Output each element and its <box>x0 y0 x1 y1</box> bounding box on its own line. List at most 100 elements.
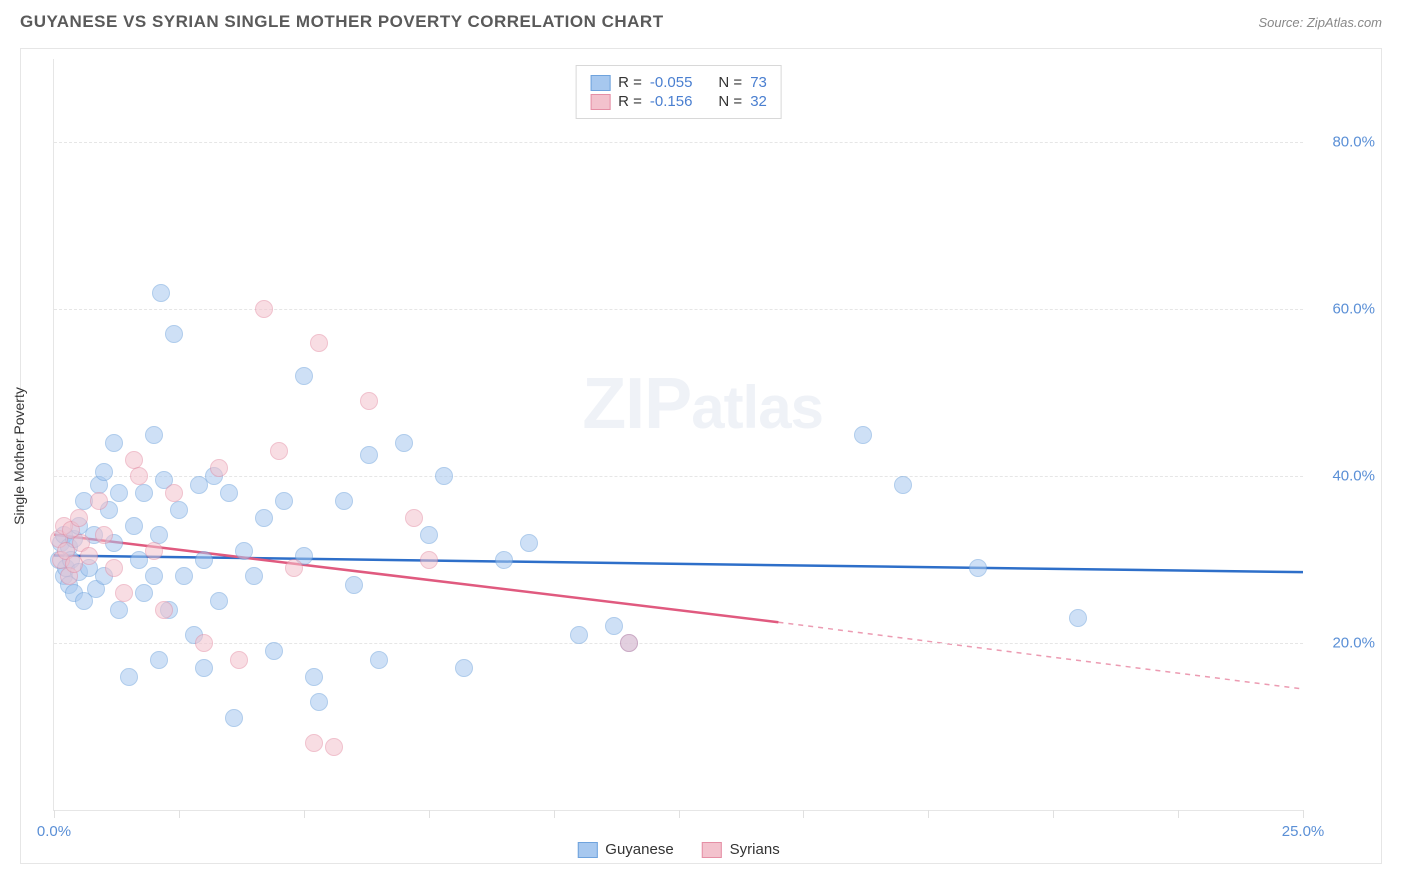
data-point <box>145 567 163 585</box>
x-tick <box>803 810 804 818</box>
data-point <box>520 534 538 552</box>
data-point <box>165 484 183 502</box>
data-point <box>210 592 228 610</box>
legend-r-label: R = <box>618 74 642 91</box>
data-point <box>195 659 213 677</box>
data-point <box>230 651 248 669</box>
data-point <box>265 642 283 660</box>
y-tick-label: 20.0% <box>1311 635 1375 652</box>
data-point <box>110 601 128 619</box>
legend-label: Guyanese <box>605 841 673 858</box>
data-point <box>80 547 98 565</box>
data-point <box>420 551 438 569</box>
data-point <box>969 559 987 577</box>
x-tick <box>554 810 555 818</box>
data-point <box>105 434 123 452</box>
data-point <box>275 492 293 510</box>
correlation-legend: R = -0.055N = 73R = -0.156N = 32 <box>575 65 782 119</box>
data-point <box>110 484 128 502</box>
data-point <box>405 509 423 527</box>
data-point <box>420 526 438 544</box>
legend-swatch <box>590 75 610 91</box>
data-point <box>310 693 328 711</box>
x-tick <box>179 810 180 818</box>
x-tick-label: 25.0% <box>1282 823 1325 840</box>
data-point <box>435 467 453 485</box>
y-tick-label: 40.0% <box>1311 468 1375 485</box>
data-point <box>495 551 513 569</box>
data-point <box>145 426 163 444</box>
data-point <box>150 526 168 544</box>
data-point <box>270 442 288 460</box>
gridline <box>54 476 1303 477</box>
legend-n-label: N = <box>718 93 742 110</box>
x-tick <box>928 810 929 818</box>
y-tick-label: 80.0% <box>1311 134 1375 151</box>
data-point <box>155 601 173 619</box>
watermark: ZIPatlas <box>582 363 823 445</box>
data-point <box>325 738 343 756</box>
data-point <box>360 392 378 410</box>
data-point <box>285 559 303 577</box>
chart-source: Source: ZipAtlas.com <box>1258 15 1382 30</box>
data-point <box>195 551 213 569</box>
data-point <box>165 325 183 343</box>
chart-title: GUYANESE VS SYRIAN SINGLE MOTHER POVERTY… <box>20 12 664 32</box>
plot-area: ZIPatlas R = -0.055N = 73R = -0.156N = 3… <box>53 59 1303 811</box>
data-point <box>255 300 273 318</box>
data-point <box>220 484 238 502</box>
data-point <box>225 709 243 727</box>
data-point <box>95 463 113 481</box>
data-point <box>130 467 148 485</box>
x-tick <box>679 810 680 818</box>
gridline <box>54 309 1303 310</box>
legend-swatch <box>590 94 610 110</box>
gridline <box>54 643 1303 644</box>
data-point <box>335 492 353 510</box>
legend-swatch <box>577 842 597 858</box>
data-point <box>345 576 363 594</box>
gridline <box>54 142 1303 143</box>
x-tick <box>54 810 55 818</box>
data-point <box>115 584 133 602</box>
data-point <box>90 492 108 510</box>
chart-header: GUYANESE VS SYRIAN SINGLE MOTHER POVERTY… <box>0 0 1406 40</box>
legend-r-value: -0.156 <box>650 93 693 110</box>
data-point <box>894 476 912 494</box>
legend-n-value: 73 <box>750 74 767 91</box>
data-point <box>235 542 253 560</box>
x-tick-label: 0.0% <box>37 823 71 840</box>
data-point <box>125 451 143 469</box>
data-point <box>305 734 323 752</box>
series-legend: Guyanese Syrians <box>577 841 779 858</box>
x-tick <box>304 810 305 818</box>
data-point <box>395 434 413 452</box>
data-point <box>305 668 323 686</box>
data-point <box>175 567 193 585</box>
data-point <box>854 426 872 444</box>
legend-item: Syrians <box>702 841 780 858</box>
legend-n-value: 32 <box>750 93 767 110</box>
data-point <box>295 367 313 385</box>
trend-lines-layer <box>54 59 1303 810</box>
data-point <box>135 584 153 602</box>
x-tick <box>1178 810 1179 818</box>
y-tick-label: 60.0% <box>1311 301 1375 318</box>
data-point <box>455 659 473 677</box>
data-point <box>145 542 163 560</box>
x-tick <box>1303 810 1304 818</box>
data-point <box>70 509 88 527</box>
data-point <box>125 517 143 535</box>
data-point <box>1069 609 1087 627</box>
data-point <box>310 334 328 352</box>
legend-row: R = -0.156 N = 32 <box>590 93 767 110</box>
x-tick <box>429 810 430 818</box>
data-point <box>370 651 388 669</box>
chart-container: Single Mother Poverty ZIPatlas R = -0.05… <box>20 48 1382 864</box>
data-point <box>152 284 170 302</box>
legend-row: R = -0.055N = 73 <box>590 74 767 91</box>
data-point <box>95 526 113 544</box>
data-point <box>620 634 638 652</box>
data-point <box>105 559 123 577</box>
legend-r-label: R = <box>618 93 642 110</box>
